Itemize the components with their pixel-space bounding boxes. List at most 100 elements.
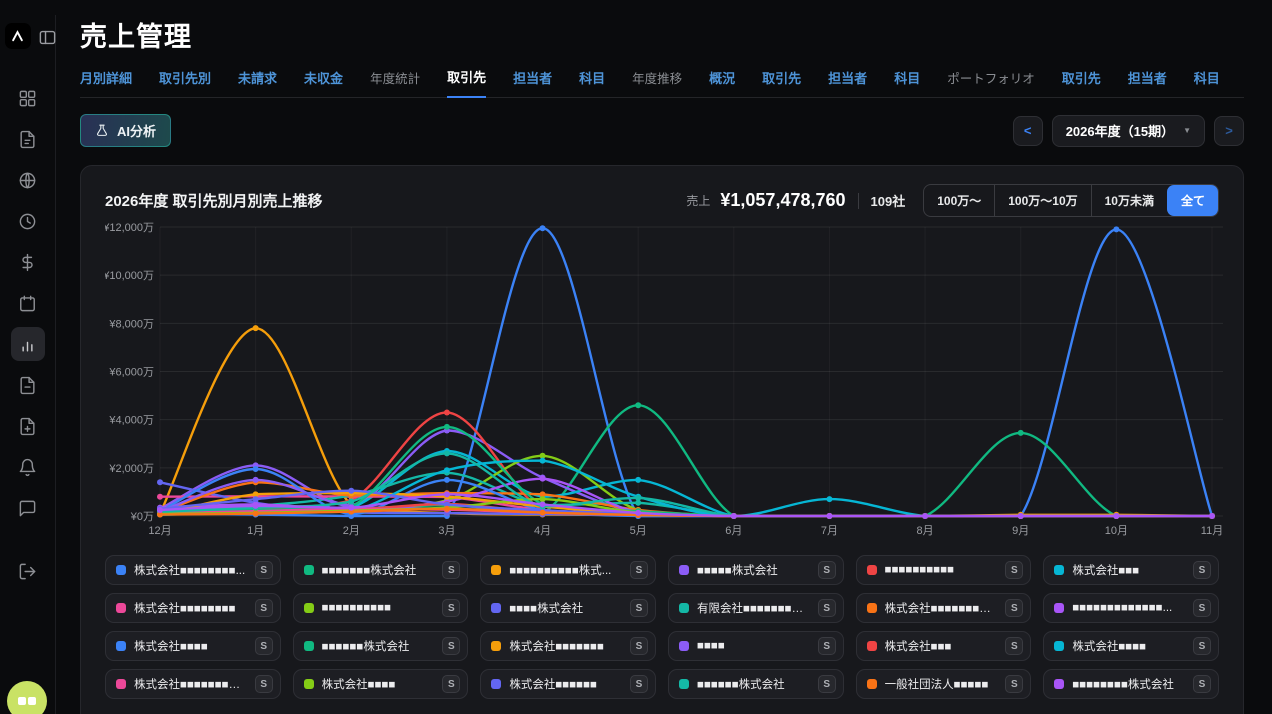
legend-item[interactable]: 株式会社■■■■■■■■ S (105, 593, 281, 623)
series-color-dot (1054, 679, 1065, 689)
calendar-icon[interactable] (11, 286, 45, 320)
legend-item[interactable]: 株式会社■■■■ S (105, 631, 281, 661)
series-name: 株式会社■■■■■■ (509, 679, 598, 691)
legend-item[interactable]: 一般社団法人■■■■■ S (855, 669, 1032, 699)
tab-未請求[interactable]: 未請求 (238, 71, 278, 86)
series-color-dot (679, 565, 689, 575)
series-color-dot (116, 641, 126, 651)
tab-概況[interactable]: 概況 (709, 71, 736, 86)
svg-text:3月: 3月 (438, 525, 455, 537)
series-color-dot (1054, 641, 1065, 651)
app-logo[interactable] (4, 23, 31, 49)
series-badge: S (817, 675, 836, 693)
legend-item[interactable]: ■■■■■■■■■■株式... S (480, 555, 656, 585)
year-select-value: 2026年度（15期） (1065, 124, 1175, 139)
legend-item[interactable]: 株式会社■■■■■■■■... S (105, 555, 281, 585)
document-icon[interactable] (11, 122, 45, 156)
tab-科目[interactable]: 科目 (1193, 71, 1220, 86)
ai-analysis-button[interactable]: AI分析 (80, 114, 172, 147)
legend-item[interactable]: ■■■■■■■■■■ S (855, 555, 1032, 585)
legend-item[interactable]: ■■■■■■■株式会社 S (292, 555, 469, 585)
legend-item[interactable]: 株式会社■■■■■■■ S (480, 631, 656, 661)
tab-担当者[interactable]: 担当者 (828, 71, 868, 86)
tab-月別詳細[interactable]: 月別詳細 (80, 71, 133, 86)
next-year-button[interactable]: > (1214, 115, 1244, 146)
ai-analysis-label: AI分析 (117, 124, 157, 139)
series-name: 株式会社■■■■ (1072, 641, 1147, 653)
legend-item[interactable]: ■■■■■■■■■■ S (292, 593, 469, 623)
filter-100万〜[interactable]: 100万〜 (924, 185, 994, 216)
series-name: ■■■■■■■■■■ (884, 564, 955, 576)
sales-chart-panel: 2026年度 取引先別月別売上推移 売上 ¥1,057,478,760 109社… (80, 165, 1244, 714)
svg-text:9月: 9月 (1012, 525, 1029, 537)
filter-全て[interactable]: 全て (1166, 185, 1218, 216)
series-name: 株式会社■■■■ (321, 679, 396, 691)
legend-item[interactable]: ■■■■■■■■株式会社 S (1043, 669, 1219, 699)
prev-year-button[interactable]: < (1012, 115, 1043, 146)
series-badge: S (1005, 675, 1024, 693)
year-navigation: < 2026年度（15期） ▼ > (1012, 114, 1244, 147)
filter-100万〜10万[interactable]: 100万〜10万 (994, 185, 1090, 216)
legend-item[interactable]: 株式会社■■■ S (855, 631, 1032, 661)
user-avatar[interactable] (7, 681, 47, 714)
legend-item[interactable]: 有限会社■■■■■■■■■... S (668, 593, 844, 623)
legend-item[interactable]: ■■■■■■株式会社 S (668, 669, 844, 699)
series-color-dot (679, 641, 689, 651)
series-name: 株式会社■■■ (1072, 565, 1140, 577)
legend-item[interactable]: 株式会社■■■■■■ S (480, 669, 656, 699)
legend-item[interactable]: ■■■■ S (668, 631, 844, 661)
filter-10万未満[interactable]: 10万未満 (1090, 185, 1167, 216)
chat-icon[interactable] (11, 491, 45, 525)
svg-text:¥0万: ¥0万 (130, 511, 154, 523)
series-color-dot (679, 679, 689, 689)
series-name: 株式会社■■■■■■■■... (134, 565, 246, 577)
series-badge: S (1005, 561, 1024, 579)
tab-ポートフォリオ[interactable]: ポートフォリオ (947, 72, 1035, 86)
tab-取引先[interactable]: 取引先 (447, 67, 487, 98)
tab-取引先[interactable]: 取引先 (1061, 71, 1101, 86)
legend-item[interactable]: ■■■■■■■■■■■■■... S (1043, 593, 1219, 623)
series-color-dot (866, 603, 877, 613)
legend-item[interactable]: 株式会社■■■■ S (1043, 631, 1219, 661)
series-color-dot (491, 641, 502, 651)
tab-担当者[interactable]: 担当者 (513, 71, 553, 86)
series-badge: S (630, 599, 648, 617)
logout-icon[interactable] (11, 554, 45, 588)
legend-item[interactable]: 株式会社■■■ S (1043, 555, 1219, 585)
globe-icon[interactable] (11, 163, 45, 197)
year-select-dropdown[interactable]: 2026年度（15期） ▼ (1051, 114, 1205, 147)
series-badge: S (630, 561, 648, 579)
tab-科目[interactable]: 科目 (579, 71, 606, 86)
clock-icon[interactable] (11, 204, 45, 238)
dollar-icon[interactable] (11, 245, 45, 279)
legend-item[interactable]: 株式会社■■■■ S (292, 669, 469, 699)
dashboard-grid-icon[interactable] (11, 81, 45, 115)
legend-item[interactable]: 株式会社■■■■■■■■■... S (855, 593, 1032, 623)
tab-年度推移[interactable]: 年度推移 (632, 72, 683, 86)
svg-text:¥8,000万: ¥8,000万 (108, 318, 154, 330)
legend-item[interactable]: ■■■■■株式会社 S (668, 555, 844, 585)
sidebar-toggle-button[interactable] (37, 28, 57, 48)
series-color-dot (116, 603, 126, 613)
series-badge: S (254, 675, 273, 693)
series-name: ■■■■ (697, 640, 725, 652)
divider (857, 192, 859, 209)
svg-text:¥4,000万: ¥4,000万 (108, 415, 154, 427)
legend-item[interactable]: ■■■■■■株式会社 S (292, 631, 469, 661)
tab-取引先別[interactable]: 取引先別 (159, 71, 212, 86)
tab-年度統計[interactable]: 年度統計 (370, 72, 421, 86)
file-plus-icon[interactable] (11, 409, 45, 443)
legend-item[interactable]: ■■■■株式会社 S (480, 593, 656, 623)
series-color-dot (303, 641, 314, 651)
tab-未収金[interactable]: 未収金 (304, 71, 344, 86)
flask-icon (95, 124, 109, 138)
document2-icon[interactable] (11, 368, 45, 402)
tab-取引先[interactable]: 取引先 (762, 71, 802, 86)
bell-icon[interactable] (11, 450, 45, 484)
bar-chart-icon[interactable] (10, 327, 45, 361)
series-badge: S (630, 637, 648, 655)
tab-科目[interactable]: 科目 (894, 71, 921, 86)
legend-item[interactable]: 株式会社■■■■■■■■■... S (105, 669, 281, 699)
toolbar: AI分析 < 2026年度（15期） ▼ > (80, 114, 1244, 147)
tab-担当者[interactable]: 担当者 (1127, 71, 1167, 86)
